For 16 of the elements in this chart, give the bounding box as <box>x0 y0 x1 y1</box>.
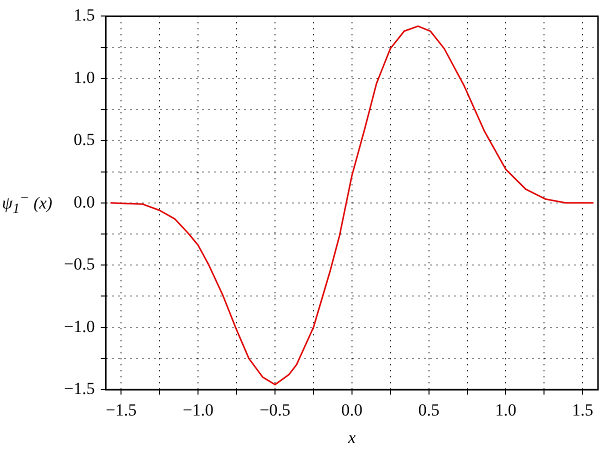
y-axis-title: ψ$_{1}$$^{−}$ (x) <box>2 190 52 218</box>
x-tick-label: 1.5 <box>572 400 594 420</box>
x-tick-label: 0.0 <box>341 400 363 420</box>
y-tick-label: −0.5 <box>64 254 95 274</box>
y-tick-label: 0.0 <box>74 192 95 212</box>
y-tick-label: 1.0 <box>74 68 95 87</box>
x-tick-label: 0.5 <box>418 400 440 420</box>
x-tick-label: −1.5 <box>106 400 137 420</box>
x-tick-label: −1.0 <box>182 400 214 420</box>
x-axis-title: x <box>347 428 357 448</box>
x-tick-label: −0.5 <box>260 400 290 420</box>
y-tick-label: 1.5 <box>74 6 95 25</box>
x-tick-label: 1.0 <box>495 400 516 420</box>
y-tick-label: 0.5 <box>74 130 95 150</box>
y-tick-label: −1.0 <box>64 316 95 336</box>
y-tick-label: −1.5 <box>64 379 95 398</box>
